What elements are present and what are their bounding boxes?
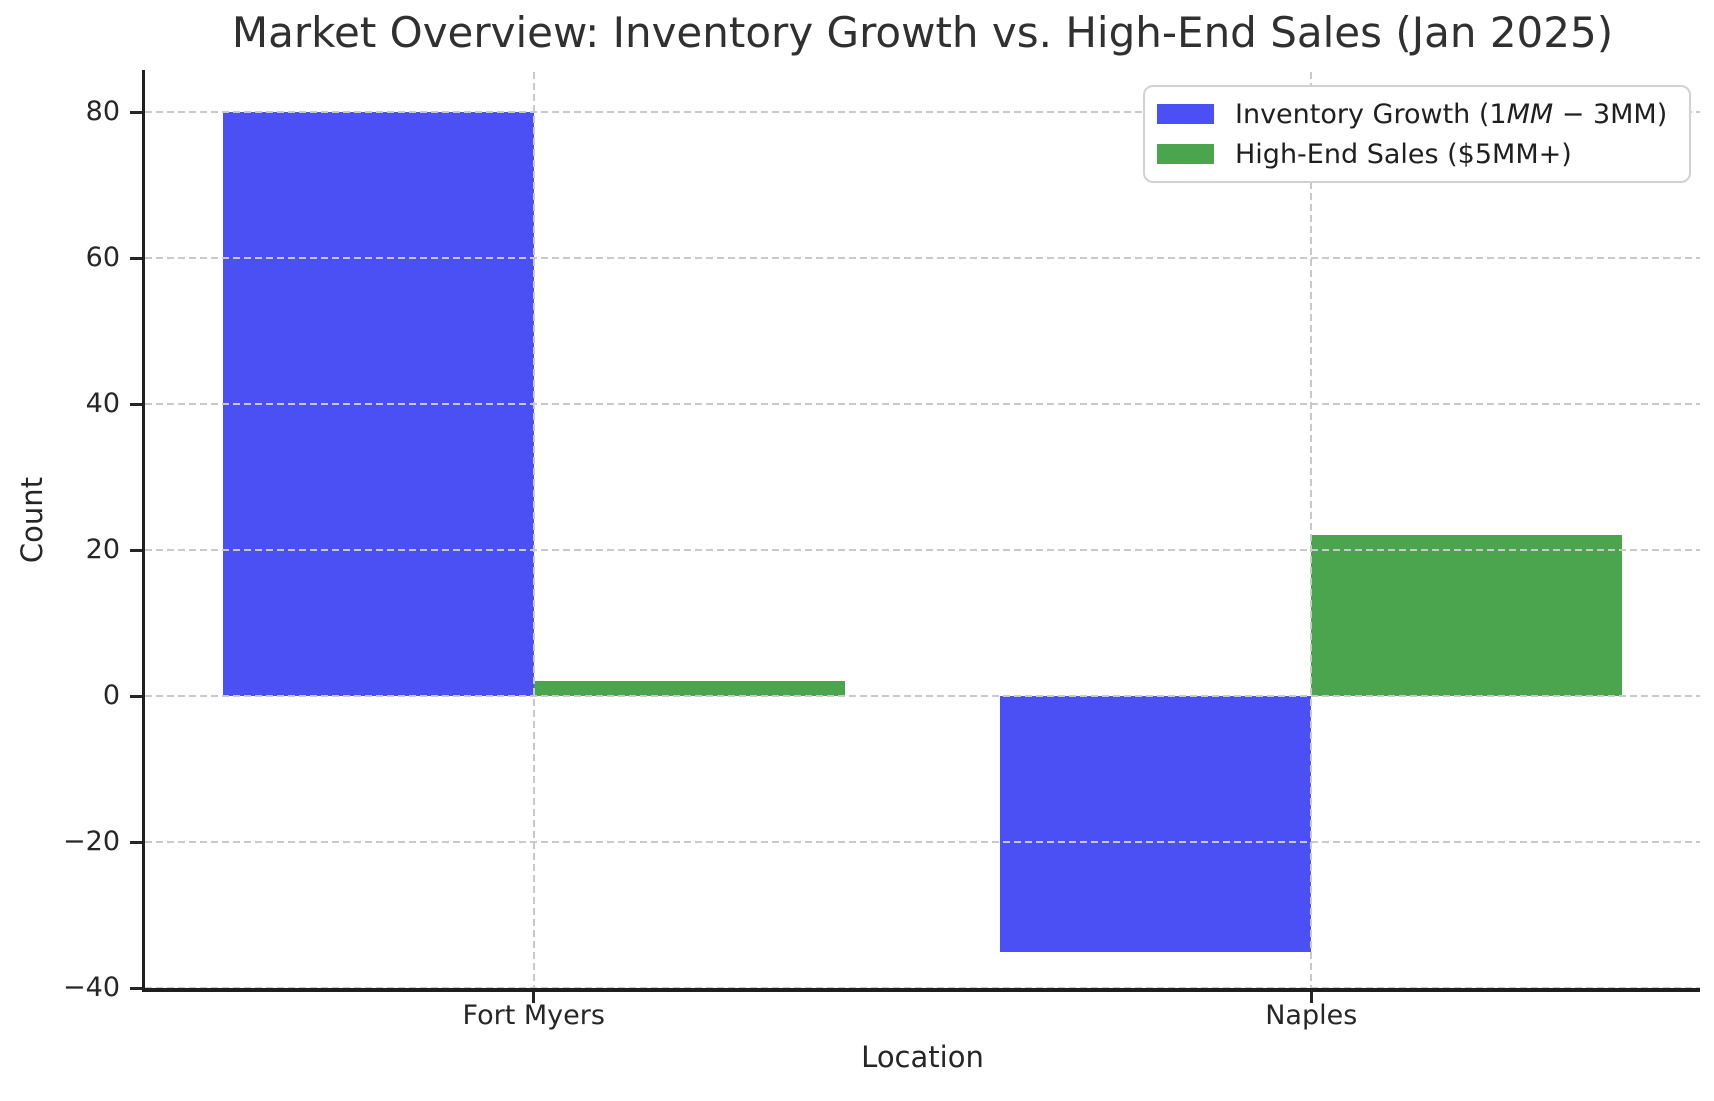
- legend-label-inventory-growth-1mm-3mm: Inventory Growth (1MM − 3MM): [1235, 99, 1667, 130]
- y-axis-spine: [142, 70, 145, 991]
- legend-label-segment: High-End Sales ($5MM+): [1235, 138, 1572, 170]
- bar-fort-myers-high-end-sales-5mm: [533, 681, 845, 697]
- y-tick-label-0: 0: [102, 680, 120, 712]
- x-tick-label-naples: Naples: [1265, 1000, 1358, 1031]
- legend-swatch-high-end-sales-5mm: [1157, 144, 1214, 164]
- legend-label-segment: − 3MM): [1553, 98, 1668, 130]
- y-tick-label-20: 20: [85, 534, 120, 566]
- bar-naples-inventory-growth-1mm-3mm: [1000, 696, 1312, 952]
- y-tick-mark-40: [130, 402, 142, 406]
- legend-swatch-inventory-growth-1mm-3mm: [1157, 104, 1214, 124]
- legend-rows: Inventory Growth (1MM − 3MM) High-End Sal…: [1157, 94, 1667, 174]
- gridline-y-40: [145, 403, 1700, 406]
- gridline-y-20: [145, 549, 1700, 552]
- legend-label-segment: MM: [1506, 98, 1554, 130]
- y-tick-mark-60: [130, 256, 142, 260]
- y-tick-label-minus-40: −40: [63, 972, 120, 1003]
- legend-item-inventory-growth-1mm-3mm: Inventory Growth (1MM − 3MM): [1157, 94, 1667, 134]
- chart-title: Market Overview: Inventory Growth vs. Hi…: [231, 8, 1614, 57]
- x-axis-label: Location: [861, 1040, 984, 1074]
- y-tick-mark-80: [130, 110, 142, 114]
- gridline-y-80: [145, 111, 1700, 114]
- legend: Inventory Growth (1MM − 3MM) High-End Sal…: [1143, 85, 1692, 183]
- gridline-x-naples: [1310, 72, 1313, 988]
- gridlines-layer: [145, 72, 1700, 989]
- legend-label-high-end-sales-5mm: High-End Sales ($5MM+): [1235, 139, 1572, 170]
- gridline-y-60: [145, 257, 1700, 260]
- y-tick-label-80: 80: [85, 96, 120, 128]
- x-tick-mark-naples: [1309, 992, 1313, 1003]
- y-tick-mark-20: [130, 548, 142, 552]
- gridline-y-0: [145, 695, 1700, 698]
- y-tick-label-40: 40: [85, 388, 120, 420]
- y-tick-label-60: 60: [85, 242, 120, 274]
- legend-label-segment: Inventory Growth (1: [1235, 98, 1507, 130]
- plot-area: [142, 70, 1700, 992]
- y-tick-mark-minus-40: [130, 986, 142, 990]
- x-tick-label-fort-myers: Fort Myers: [462, 1000, 605, 1031]
- x-tick-mark-fort-myers: [532, 992, 536, 1003]
- gridline-y-minus-20: [145, 841, 1700, 844]
- x-axis-spine: [142, 988, 1700, 992]
- y-tick-mark-minus-20: [130, 840, 142, 844]
- bar-naples-high-end-sales-5mm: [1311, 535, 1623, 697]
- y-tick-label-minus-20: −20: [63, 826, 120, 858]
- y-tick-mark-0: [130, 694, 142, 698]
- legend-item-high-end-sales-5mm: High-End Sales ($5MM+): [1157, 134, 1667, 174]
- gridline-x-fort-myers: [532, 72, 535, 988]
